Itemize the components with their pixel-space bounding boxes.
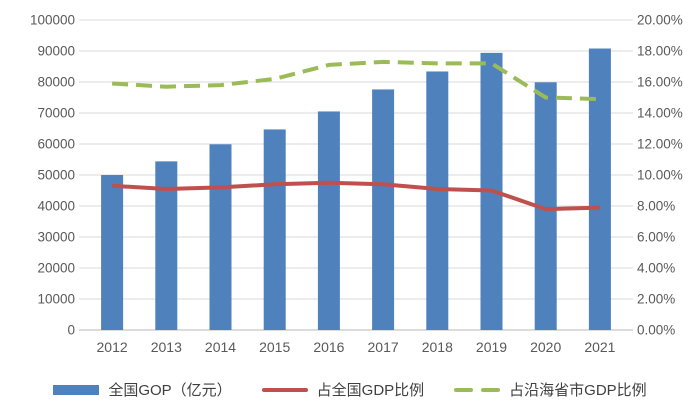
bar-2017 [372, 89, 395, 330]
right-axis-tick-label: 10.00% [637, 168, 683, 183]
right-axis-tick-label: 6.00% [637, 230, 675, 245]
legend-label-national-share: 占全国GDP比例 [316, 381, 425, 399]
bar-2012 [101, 175, 124, 330]
right-axis-tick-label: 16.00% [637, 75, 683, 90]
bar-2014 [209, 144, 232, 330]
right-axis-tick-label: 0.00% [637, 323, 675, 338]
x-axis-year-label: 2016 [313, 339, 344, 355]
x-axis-year-label: 2018 [422, 339, 453, 355]
legend-label-bar-series: 全国GOP（亿元） [108, 381, 232, 399]
left-axis-tick-label: 70000 [37, 106, 75, 121]
x-axis-year-label: 2012 [97, 339, 128, 355]
left-axis-tick-label: 0 [67, 323, 75, 338]
right-axis-tick-label: 20.00% [637, 13, 683, 28]
left-axis-tick-label: 60000 [37, 137, 75, 152]
legend-swatch-solid-line [261, 388, 308, 392]
coastal-share-dashed-line [111, 59, 600, 102]
chart-legend: 全国GOP（亿元） 占全国GDP比例 占沿海省市GDP比例 [0, 377, 700, 403]
legend-label-coastal-share: 占沿海省市GDP比例 [509, 381, 647, 399]
x-axis-year-label: 2014 [205, 339, 236, 355]
legend-item-national-share: 占全国GDP比例 [261, 381, 425, 399]
x-axis-year-label: 2020 [530, 339, 561, 355]
x-axis-year-label: 2017 [368, 339, 399, 355]
right-axis-tick-label: 18.00% [637, 44, 683, 59]
national-share-line [111, 180, 600, 212]
left-axis-tick-label: 40000 [37, 199, 75, 214]
legend-swatch-bar [53, 385, 100, 395]
bar-2013 [155, 161, 178, 330]
x-axis-year-label: 2015 [259, 339, 290, 355]
legend-item-bar-series: 全国GOP（亿元） [53, 381, 232, 399]
left-axis-tick-label: 20000 [37, 261, 75, 276]
right-axis-tick-label: 2.00% [637, 292, 675, 307]
legend-item-coastal-share: 占沿海省市GDP比例 [454, 383, 647, 398]
bar-2015 [263, 129, 286, 330]
left-axis-tick-label: 10000 [37, 292, 75, 307]
bar-2020 [534, 82, 557, 330]
left-axis-tick-label: 50000 [37, 168, 75, 183]
x-axis-year-label: 2013 [151, 339, 182, 355]
right-axis-tick-label: 12.00% [637, 137, 683, 152]
right-axis-tick-label: 8.00% [637, 199, 675, 214]
x-axis-year-label: 2019 [476, 339, 507, 355]
bar-2016 [317, 111, 340, 330]
left-axis-tick-label: 80000 [37, 75, 75, 90]
right-axis-tick-label: 4.00% [637, 261, 675, 276]
bar-2018 [426, 71, 449, 331]
right-axis-tick-label: 14.00% [637, 106, 683, 121]
x-axis-year-label: 2021 [584, 339, 615, 355]
left-axis-tick-label: 90000 [37, 44, 75, 59]
left-axis-tick-label: 30000 [37, 230, 75, 245]
legend-swatch-dashed-line [454, 388, 501, 392]
bar-2021 [588, 48, 611, 331]
left-axis-tick-label: 100000 [30, 13, 75, 28]
